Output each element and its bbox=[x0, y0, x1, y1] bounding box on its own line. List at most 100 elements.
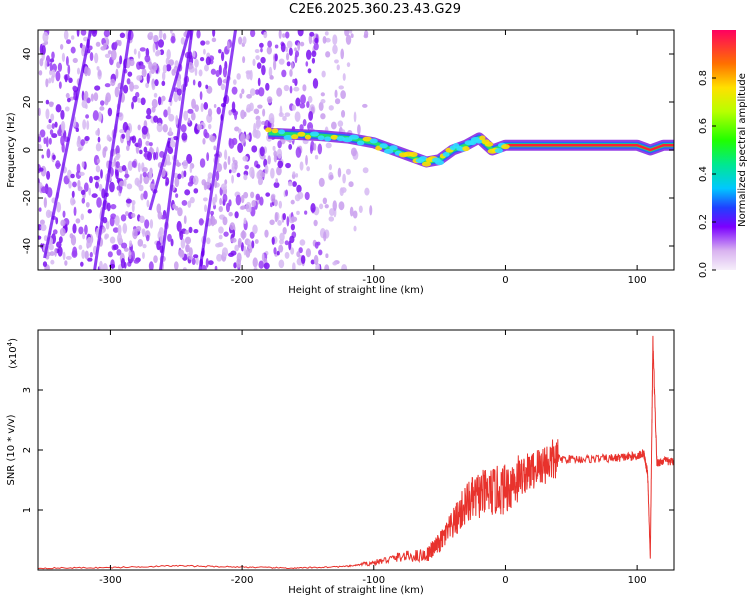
noise-blob bbox=[245, 201, 252, 213]
noise-blob bbox=[173, 261, 179, 270]
noise-blob bbox=[277, 160, 284, 169]
noise-blob bbox=[208, 123, 212, 130]
noise-blob bbox=[202, 197, 208, 202]
noise-blob bbox=[321, 70, 326, 78]
noise-blob bbox=[39, 43, 43, 55]
noise-blob bbox=[188, 255, 194, 260]
noise-blob bbox=[190, 112, 196, 121]
noise-blob bbox=[157, 96, 162, 106]
noise-blob bbox=[104, 53, 111, 58]
noise-blob bbox=[60, 109, 65, 120]
noise-blob bbox=[273, 247, 277, 255]
noise-blob bbox=[82, 119, 87, 130]
noise-blob bbox=[251, 145, 258, 153]
noise-streak bbox=[93, 30, 132, 270]
noise-blob bbox=[215, 170, 220, 181]
noise-blob bbox=[353, 111, 357, 123]
noise-blob bbox=[139, 215, 145, 224]
snr-y-label: SNR (10 * v/v) bbox=[6, 414, 17, 485]
noise-blob bbox=[350, 33, 354, 39]
signal-blob bbox=[501, 144, 510, 150]
noise-blob bbox=[274, 53, 278, 62]
noise-blob bbox=[305, 155, 308, 166]
noise-blob bbox=[199, 158, 206, 168]
noise-blob bbox=[249, 166, 255, 178]
noise-blob bbox=[299, 124, 304, 131]
noise-blob bbox=[102, 263, 108, 270]
noise-blob bbox=[180, 124, 187, 133]
noise-blob bbox=[179, 230, 184, 241]
noise-blob bbox=[40, 186, 48, 194]
colorbar-tick-label: 0.0 bbox=[698, 262, 709, 278]
noise-blob bbox=[270, 202, 273, 208]
noise-blob bbox=[168, 127, 172, 135]
noise-blob bbox=[81, 44, 86, 53]
noise-blob bbox=[205, 40, 210, 45]
noise-blob bbox=[77, 186, 83, 192]
noise-blob bbox=[127, 160, 133, 171]
noise-blob bbox=[43, 197, 47, 208]
noise-blob bbox=[256, 164, 261, 169]
noise-blob bbox=[49, 129, 54, 136]
noise-blob bbox=[204, 204, 208, 213]
noise-blob bbox=[193, 229, 199, 234]
noise-blob bbox=[278, 112, 284, 118]
noise-blob bbox=[135, 225, 142, 232]
noise-blob bbox=[256, 62, 262, 70]
noise-blob bbox=[284, 31, 290, 39]
noise-blob bbox=[58, 81, 62, 89]
noise-blob bbox=[89, 175, 93, 184]
noise-blob bbox=[233, 162, 238, 170]
noise-blob bbox=[146, 199, 150, 208]
noise-blob bbox=[276, 166, 282, 176]
noise-blob bbox=[206, 237, 211, 245]
noise-blob bbox=[314, 154, 319, 160]
snr-x-label: Height of straight line (km) bbox=[288, 585, 424, 596]
noise-blob bbox=[165, 64, 172, 72]
noise-blob bbox=[192, 79, 196, 86]
noise-blob bbox=[94, 85, 101, 91]
noise-blob bbox=[342, 173, 346, 184]
noise-blob bbox=[325, 253, 329, 259]
x-tick-label: -100 bbox=[362, 575, 385, 586]
noise-blob bbox=[51, 123, 55, 130]
noise-blob bbox=[105, 92, 111, 103]
noise-blob bbox=[205, 56, 212, 66]
noise-blob bbox=[240, 194, 245, 204]
noise-blob bbox=[334, 89, 338, 98]
noise-blob bbox=[129, 58, 135, 67]
noise-blob bbox=[199, 91, 203, 101]
noise-blob bbox=[114, 86, 120, 98]
noise-blob bbox=[40, 223, 47, 232]
noise-blob bbox=[254, 129, 261, 139]
noise-streak bbox=[43, 30, 93, 259]
noise-blob bbox=[110, 204, 117, 210]
noise-blob bbox=[310, 140, 315, 152]
noise-blob bbox=[148, 142, 153, 147]
noise-blob bbox=[220, 183, 228, 191]
noise-blob bbox=[221, 247, 229, 257]
signal-blob bbox=[418, 156, 428, 162]
noise-blob bbox=[232, 229, 236, 238]
noise-blob bbox=[141, 125, 148, 135]
signal-blob bbox=[442, 151, 450, 157]
y-tick-label: 3 bbox=[22, 387, 33, 393]
noise-blob bbox=[286, 216, 290, 227]
noise-blob bbox=[278, 200, 283, 209]
noise-blob bbox=[165, 177, 170, 186]
noise-blob bbox=[94, 52, 99, 64]
noise-blob bbox=[66, 39, 71, 45]
noise-blob bbox=[72, 246, 78, 257]
noise-blob bbox=[126, 183, 133, 190]
noise-blob bbox=[176, 77, 182, 89]
noise-blob bbox=[166, 49, 171, 60]
noise-blob bbox=[64, 74, 68, 83]
noise-blob bbox=[198, 69, 203, 77]
noise-blob bbox=[155, 49, 162, 56]
noise-blob bbox=[192, 175, 199, 186]
noise-blob bbox=[275, 178, 279, 184]
noise-blob bbox=[119, 55, 123, 65]
noise-blob bbox=[268, 112, 275, 124]
noise-blob bbox=[299, 239, 306, 246]
snr-ticks: -300 -200 -100 0 100 1 2 3 bbox=[22, 330, 674, 586]
